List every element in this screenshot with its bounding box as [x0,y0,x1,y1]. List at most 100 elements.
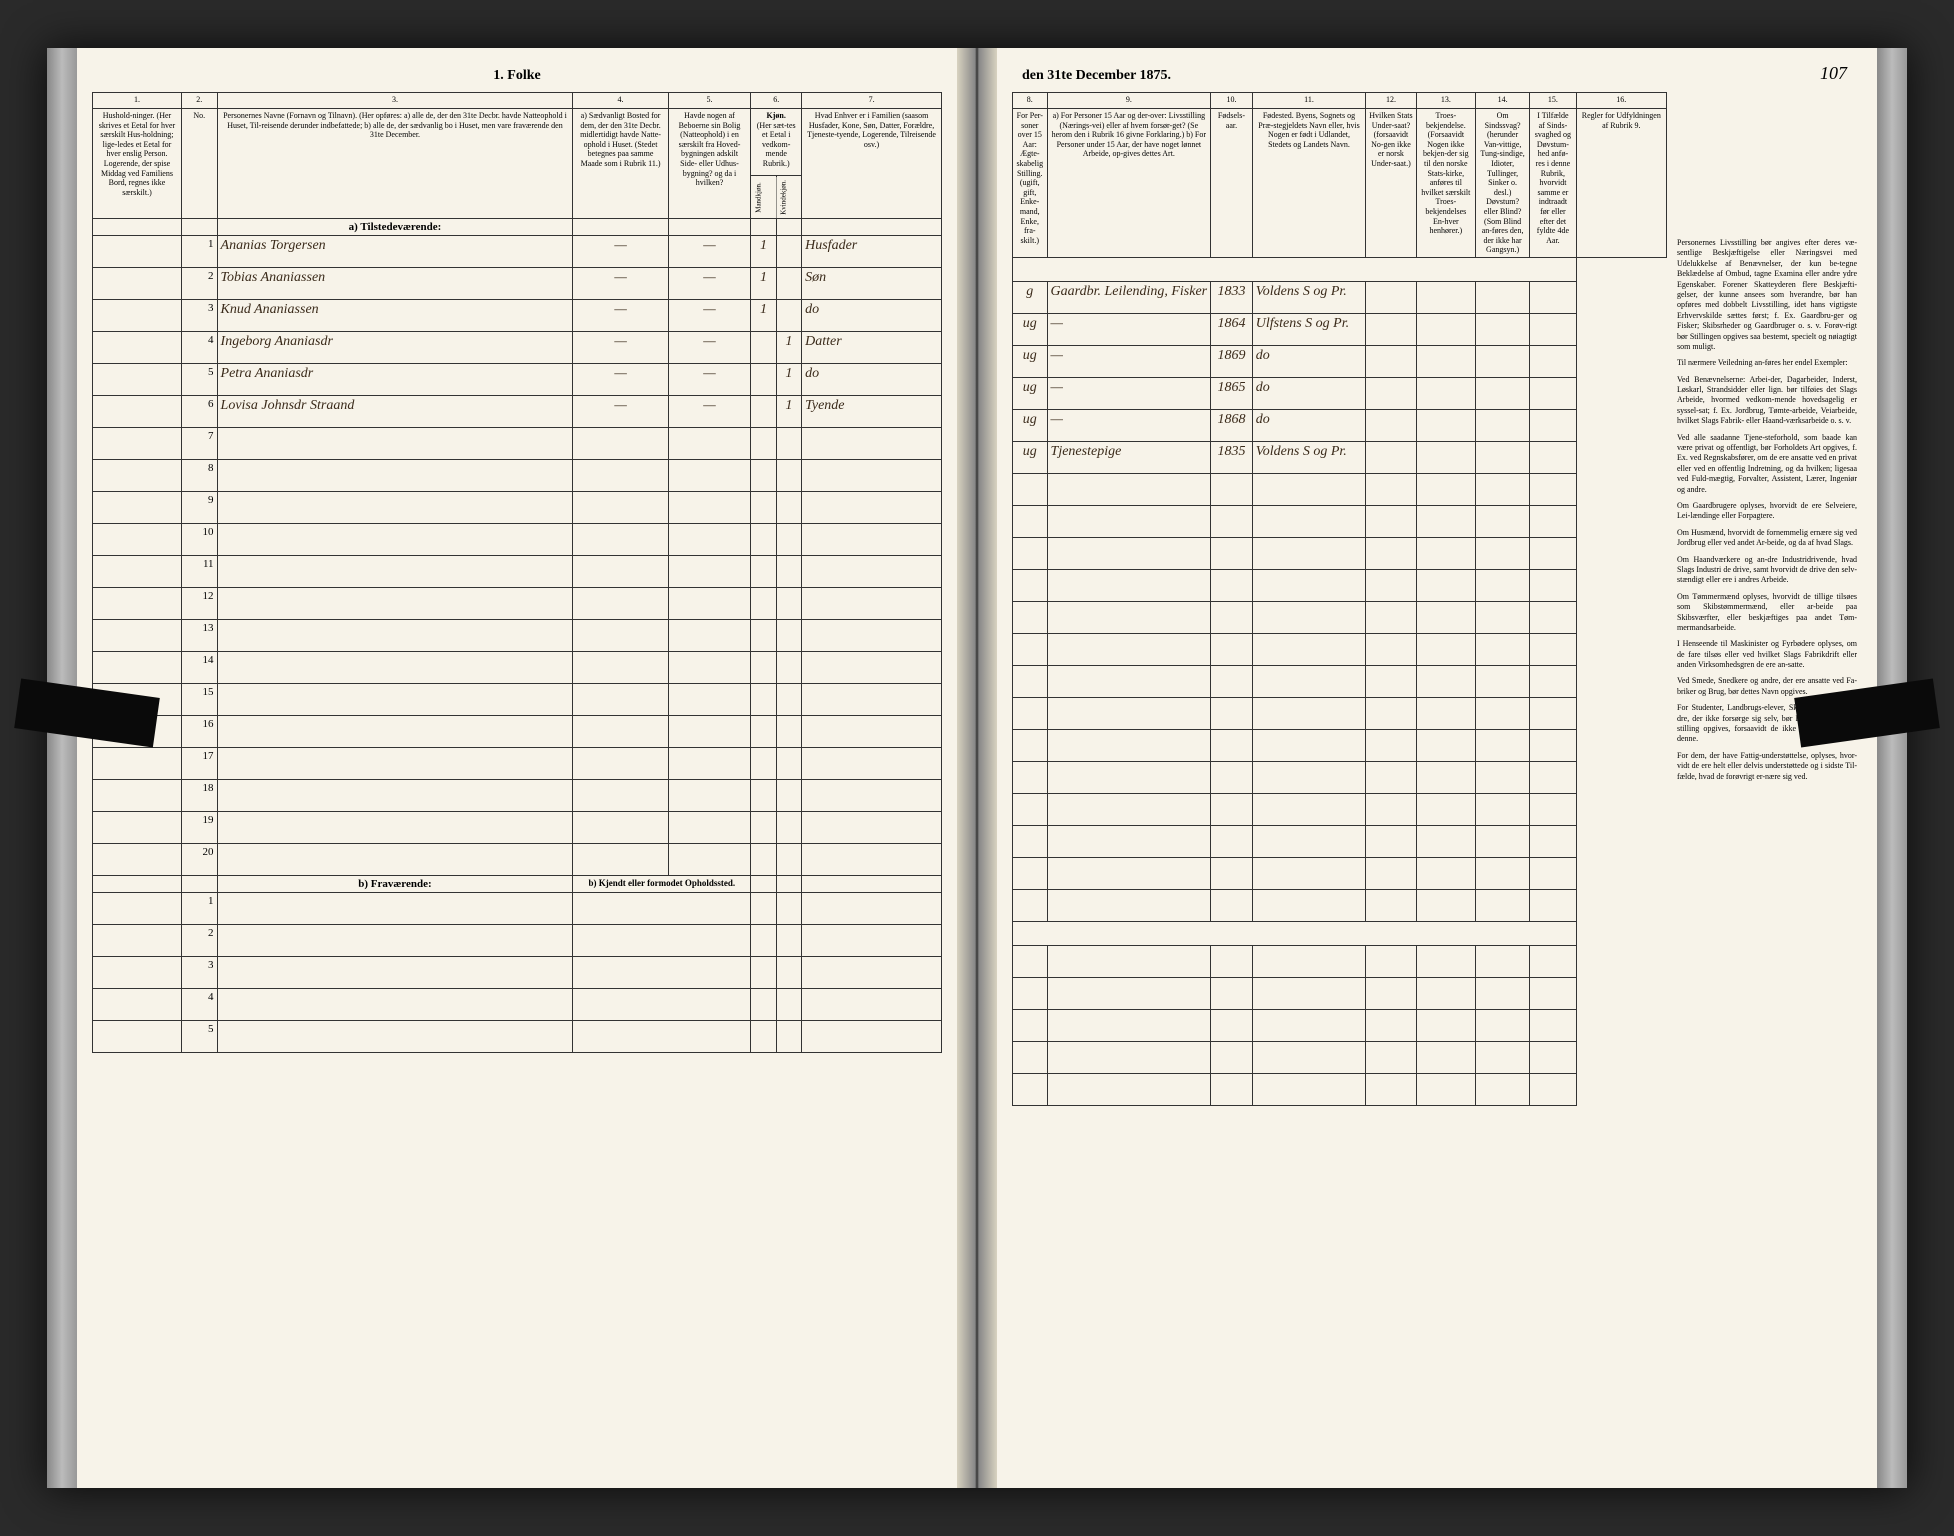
cell: 1835 [1211,441,1253,473]
cell: Husfader [802,236,942,268]
cell [1366,409,1417,441]
table-row [1013,505,1667,537]
cell: Ingeborg Ananiasdr [217,332,573,364]
table-row: 14 [93,652,942,684]
rownum: 15 [181,684,217,716]
rownum: 9 [181,492,217,524]
rownum: 12 [181,588,217,620]
colhead-row: Hushold-ninger. (Her skrives et Eetal fo… [93,109,942,176]
cell: 1 [776,332,801,364]
cell [93,332,182,364]
colhead: a) Sædvanligt Bosted for dem, der den 31… [573,109,668,219]
instr-p: I Henseende til Maskinister og Fyrbødere… [1677,639,1857,670]
table-row [1013,857,1667,889]
colnum: 1. [93,93,182,109]
page-edge [47,48,77,1488]
table-row: 18 [93,780,942,812]
table-row [1013,825,1667,857]
left-page: 1. Folke 1. 2. 3. 4. 5. 6. 7. Hushold-ni… [77,48,957,1488]
table-row: 10 [93,524,942,556]
cell [93,300,182,332]
section-a-label: a) Tilstedeværende: [217,219,573,236]
section-row: b) Fraværende: b) Kjendt eller formodet … [93,876,942,893]
colnum: 9. [1047,93,1211,109]
cell: do [1252,409,1365,441]
cell [1475,281,1529,313]
cell: — [668,236,751,268]
cell [1475,345,1529,377]
table-row [1013,665,1667,697]
table-row: 4 Ingeborg Ananiasdr——1Datter [93,332,942,364]
table-row: 5 [93,1021,942,1053]
page-edge [1877,48,1907,1488]
rownum: 6 [181,396,217,428]
table-row: 6 Lovisa Johnsdr Straand——1Tyende [93,396,942,428]
instr-p: For dem, der have Fattig-understøttelse,… [1677,751,1857,782]
instr-p: Om Tømmermænd oplyses, hvorvidt de tilli… [1677,592,1857,634]
table-row: ug—1865do [1013,377,1667,409]
instr-p: Om Gaardbrugere oplyses, hvorvidt de ere… [1677,501,1857,522]
table-row: 7 [93,428,942,460]
instr-p: Om Husmænd, hvorvidt de fornemmelig ernæ… [1677,528,1857,549]
census-table-right: 8. 9. 10. 11. 12. 13. 14. 15. 16. For Pe… [1012,92,1667,1106]
colhead: Fødsels-aar. [1211,109,1253,258]
cell: Knud Ananiassen [217,300,573,332]
colnum: 5. [668,93,751,109]
instr-p: Til nærmere Veiledning an-føres her ende… [1677,358,1857,368]
cell: — [668,364,751,396]
cell: ug [1013,441,1048,473]
colhead-m: Mandkjøn. [751,176,776,219]
cell [1530,377,1576,409]
table-row [1013,729,1667,761]
colhead: Om Sindssvag? (herunder Van-vittige, Tun… [1475,109,1529,258]
colhead: a) For Personer 15 Aar og der-over: Livs… [1047,109,1211,258]
cell [1416,345,1475,377]
cell: Petra Ananiasdr [217,364,573,396]
colnum: 16. [1576,93,1666,109]
colhead-kjon: Kjøn.(Her sæt-tes et Eetal i vedkom-mend… [751,109,802,176]
colnum: 12. [1366,93,1417,109]
cell [93,396,182,428]
table-row: 11 [93,556,942,588]
cell [1416,313,1475,345]
table-row: 20 [93,844,942,876]
cell [751,332,776,364]
rownum: 16 [181,716,217,748]
cell [1416,377,1475,409]
rownum: 5 [181,1021,217,1053]
table-row: 2 [93,925,942,957]
cell: do [802,300,942,332]
cell: — [1047,409,1211,441]
table-row [1013,1073,1667,1105]
cell [93,236,182,268]
table-row: 3 [93,957,942,989]
section-row: a) Tilstedeværende: [93,219,942,236]
cell: 1 [751,236,776,268]
rownum: 17 [181,748,217,780]
cell: — [668,332,751,364]
table-row: ugTjenestepige1835Voldens S og Pr. [1013,441,1667,473]
cell: g [1013,281,1048,313]
cell: Ulfstens S og Pr. [1252,313,1365,345]
cell: — [573,236,668,268]
table-row: 1 [93,893,942,925]
colhead: Regler for Udfyldningen af Rubrik 9. [1576,109,1666,258]
cell: — [1047,345,1211,377]
header-title-left: 1. Folke [92,68,942,84]
rownum: 10 [181,524,217,556]
cell: — [668,268,751,300]
colnum: 14. [1475,93,1529,109]
cell: 1 [776,364,801,396]
table-row [1013,793,1667,825]
table-row: 2 Tobias Ananiassen——1Søn [93,268,942,300]
colnum: 11. [1252,93,1365,109]
table-row: 15 [93,684,942,716]
cell [1416,281,1475,313]
cell [93,364,182,396]
cell: — [573,332,668,364]
rownum: 11 [181,556,217,588]
cell: Voldens S og Pr. [1252,281,1365,313]
cell [1416,441,1475,473]
page-number: 107 [1820,63,1847,84]
instr-p: Ved alle saadanne Tjene-steforhold, som … [1677,433,1857,495]
